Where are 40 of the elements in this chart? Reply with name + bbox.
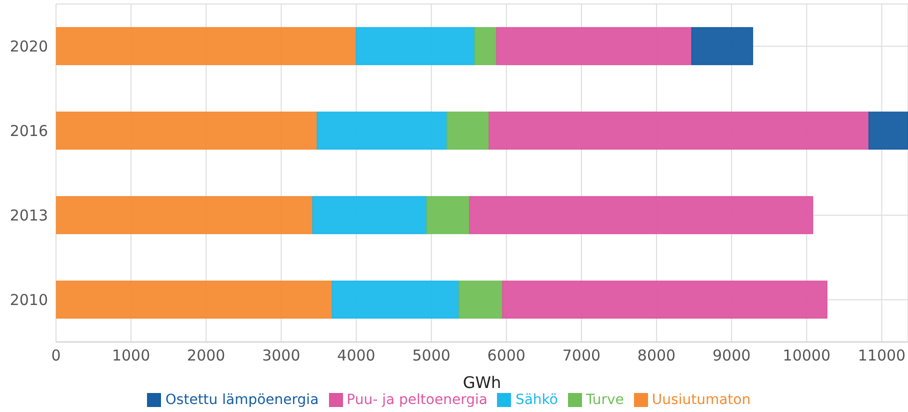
legend-label: Turve [586, 392, 624, 408]
bar [474, 27, 498, 66]
y-tick-label: 2020 [10, 38, 48, 56]
y-tick-label: 2013 [10, 206, 48, 225]
x-tick-label: 3000 [262, 346, 300, 365]
y-tick-label: 2010 [10, 291, 48, 310]
legend-label: Sähkö [515, 392, 558, 408]
x-tick-label: 2000 [187, 346, 226, 365]
x-tick-label: 0 [51, 346, 61, 365]
bar [496, 27, 692, 66]
bar [56, 27, 357, 66]
y-tick-label: 2016 [10, 122, 48, 140]
bar [332, 280, 460, 319]
bar [488, 112, 870, 150]
bar [458, 280, 504, 319]
bar [691, 27, 754, 66]
bar [56, 196, 314, 234]
legend-label: Uusiutumaton [652, 392, 751, 408]
bar [469, 196, 814, 234]
legend-label: Ostettu lämpöenergia [165, 392, 319, 408]
legend-label: Puu- ja peltoenergia [346, 392, 488, 408]
bar [316, 112, 448, 150]
x-axis-title: GWh [462, 373, 502, 392]
bar [502, 280, 828, 319]
x-tick-label: 11000 [858, 346, 906, 365]
bar [356, 27, 476, 66]
x-tick-label: 7000 [562, 346, 601, 365]
x-tick-label: 10000 [782, 346, 831, 365]
x-tick-label: 6000 [487, 346, 526, 365]
x-tick-label: 4000 [337, 346, 376, 365]
bar [56, 112, 318, 150]
x-tick-label: 9000 [712, 346, 751, 365]
x-tick-label: 8000 [637, 346, 676, 365]
bar [868, 112, 908, 150]
x-tick-label: 5000 [412, 346, 450, 365]
bar [56, 280, 333, 319]
bar [312, 196, 428, 234]
bar [446, 112, 490, 150]
x-tick-label: 1000 [112, 346, 150, 365]
bar [426, 196, 470, 234]
